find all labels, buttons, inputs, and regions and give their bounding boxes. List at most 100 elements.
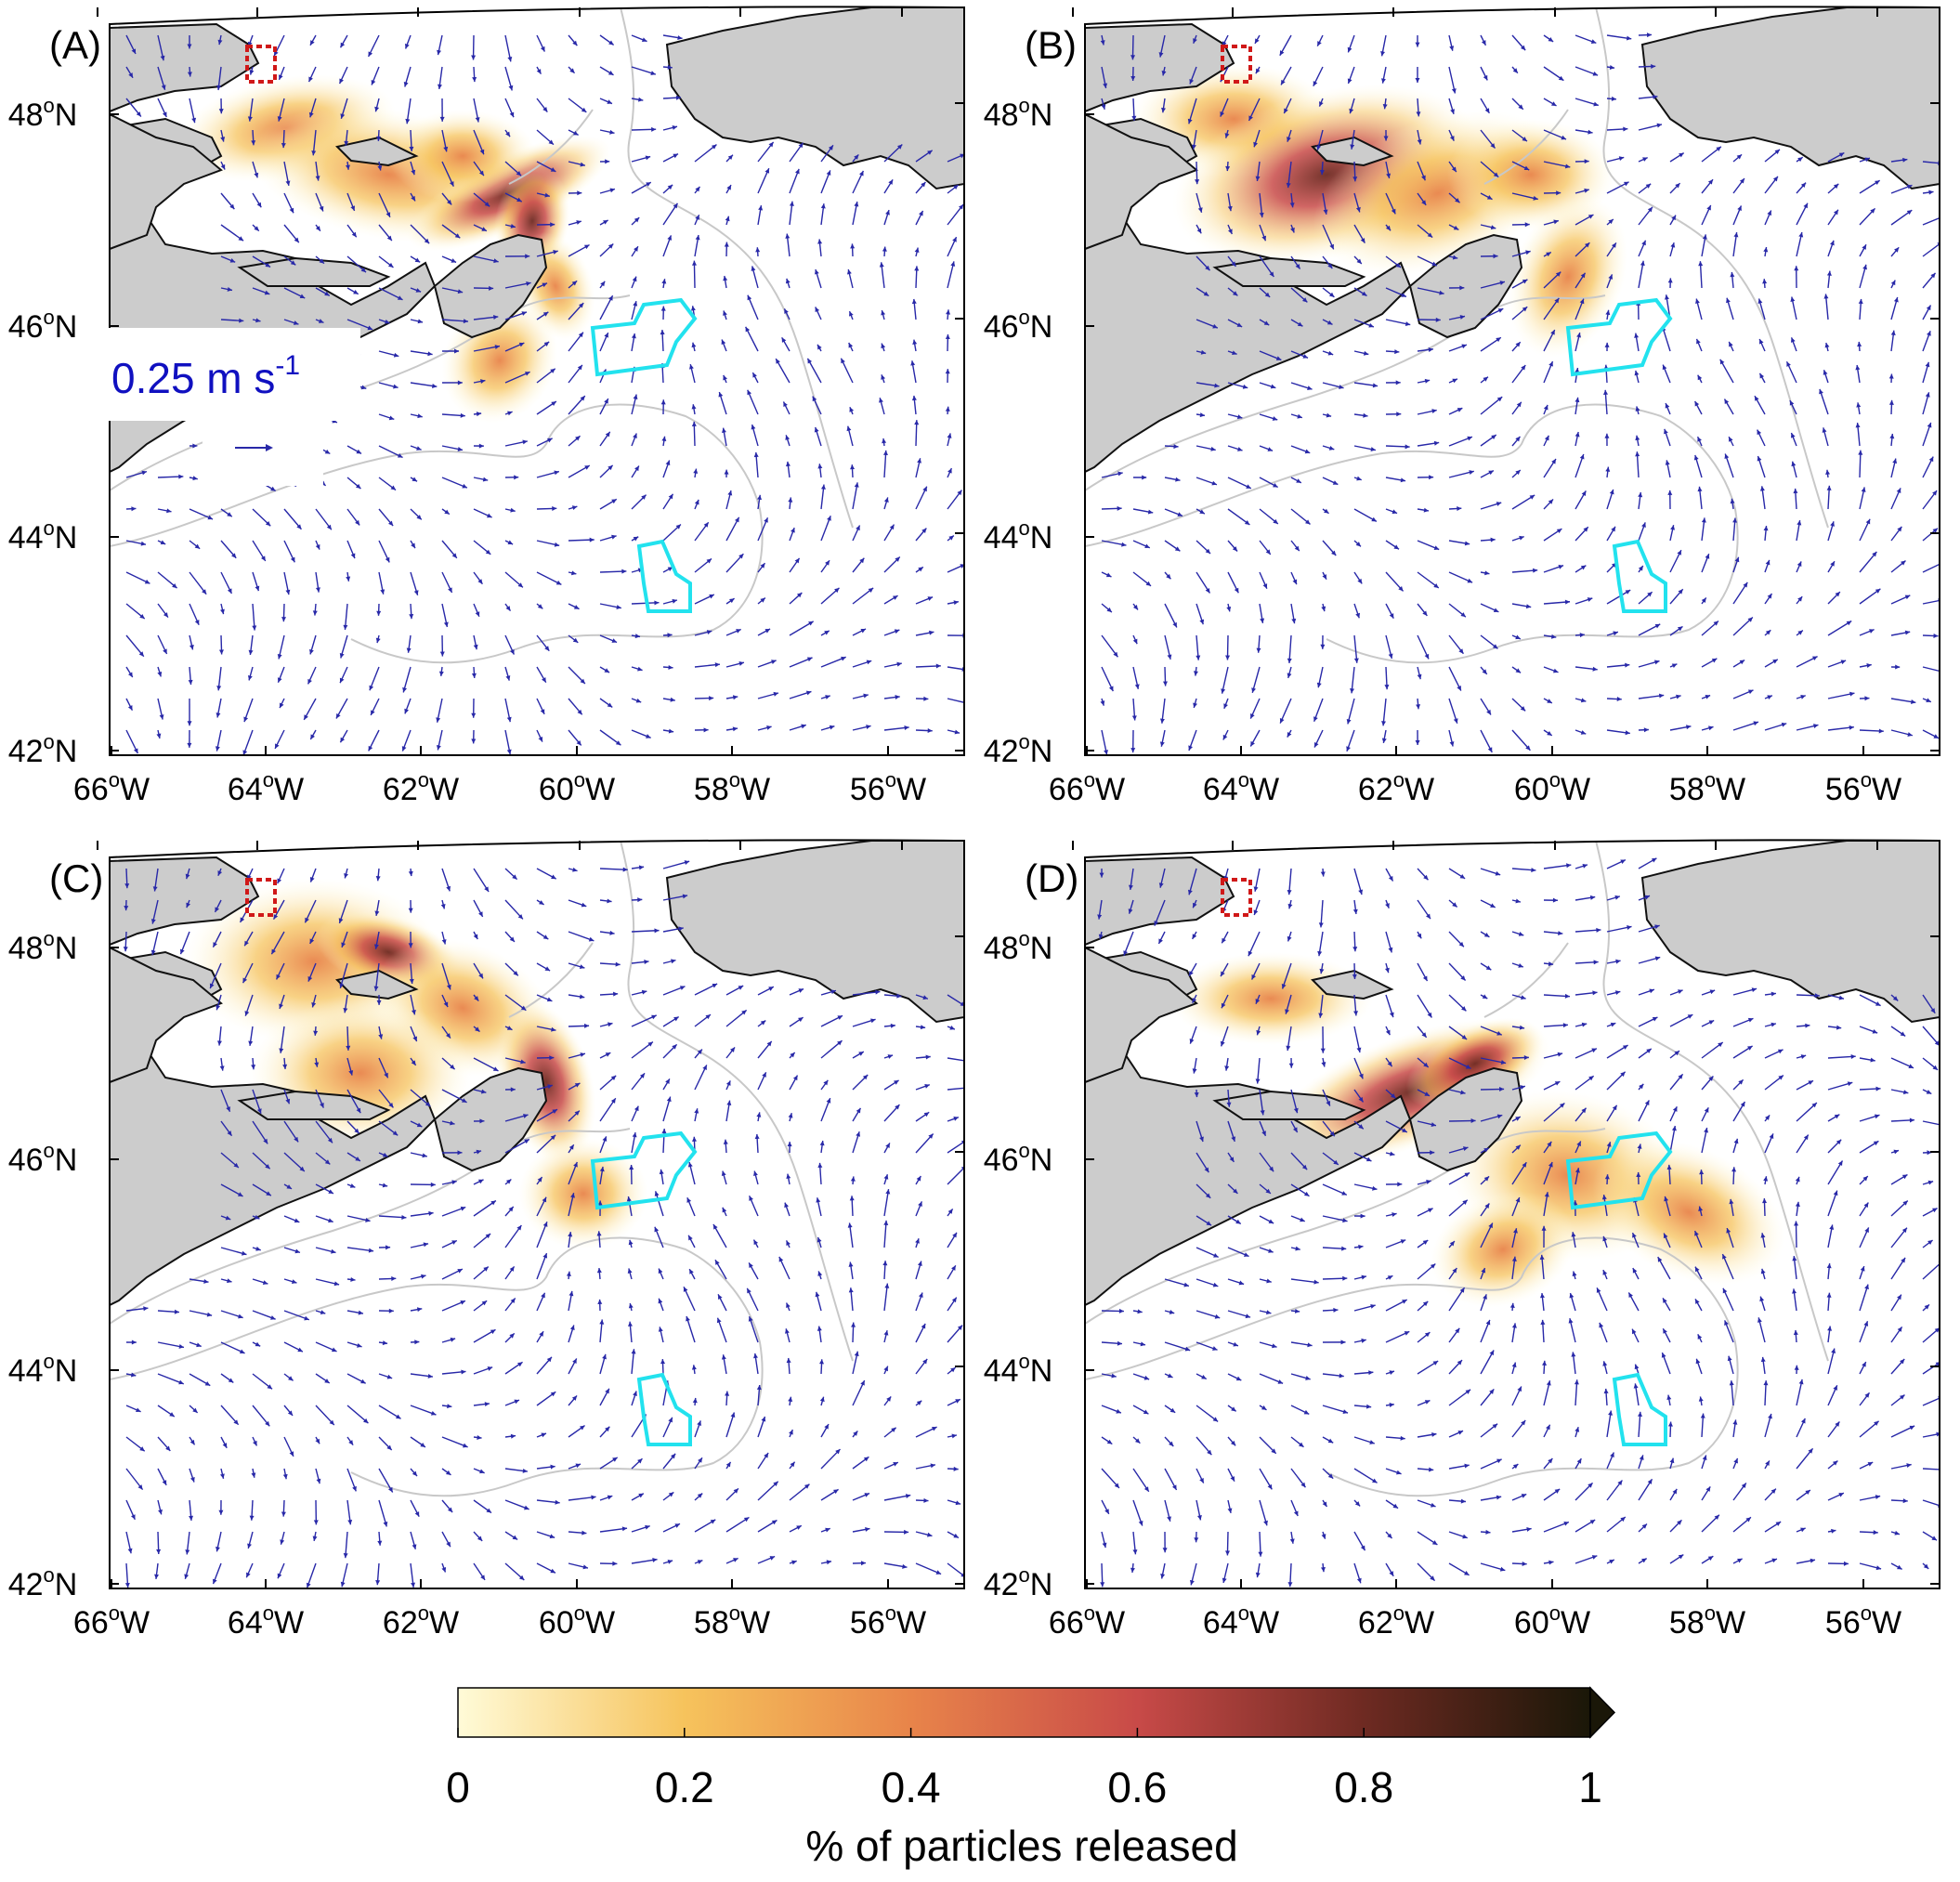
current-arrow-head	[573, 1162, 578, 1168]
current-arrow-head	[1657, 1257, 1663, 1262]
current-arrow-head	[220, 163, 226, 170]
current-arrow-head	[1404, 1331, 1410, 1336]
current-arrow-head	[1759, 372, 1765, 379]
current-arrow-head	[411, 169, 416, 176]
current-arrow-head	[691, 421, 697, 426]
current-arrow-head	[544, 966, 551, 972]
current-arrow-head	[885, 1189, 891, 1195]
current-arrow-head	[1166, 573, 1171, 580]
current-arrow-head	[219, 1065, 225, 1071]
current-arrow-head	[384, 1072, 388, 1078]
current-arrow-head	[864, 1493, 869, 1497]
current-arrow-head	[510, 648, 515, 655]
current-arrow-head	[444, 509, 450, 515]
current-arrow-head	[1355, 542, 1361, 547]
current-arrow-head	[413, 590, 419, 595]
current-arrow-head	[484, 202, 490, 207]
current-arrow-head	[896, 661, 902, 667]
current-arrow-head	[1416, 111, 1421, 117]
current-arrow-head	[1641, 240, 1646, 246]
current-arrow-head	[957, 1325, 963, 1330]
current-arrow-head	[1603, 1388, 1609, 1394]
current-arrow-head	[1521, 1419, 1526, 1426]
current-arrow-head	[851, 1322, 856, 1327]
current-arrow-head	[1497, 308, 1504, 313]
current-arrow-head	[639, 1073, 646, 1078]
current-arrow-head	[905, 1494, 911, 1499]
current-arrow-head	[769, 1556, 776, 1561]
current-arrow-head	[537, 1177, 542, 1183]
current-arrow-head	[411, 1060, 416, 1065]
current-arrow-head	[1272, 1343, 1277, 1349]
current-arrow-head	[866, 725, 871, 729]
current-arrow-head	[658, 1327, 663, 1332]
current-arrow-head	[911, 395, 917, 401]
current-arrow-head	[554, 542, 560, 547]
current-arrow-head	[280, 1539, 285, 1545]
current-arrow-head	[1319, 169, 1325, 176]
current-arrow-head	[1326, 1100, 1331, 1106]
current-vectors	[1097, 857, 1940, 1588]
current-arrow-head	[1424, 653, 1430, 660]
current-arrow-head	[1261, 1131, 1266, 1136]
current-arrow-head	[1140, 1341, 1145, 1347]
current-arrow-head	[457, 1269, 463, 1274]
current-arrow-head	[654, 600, 660, 606]
current-arrow-head	[1633, 1383, 1639, 1389]
current-arrow-head	[889, 524, 895, 530]
current-arrow-head	[471, 712, 477, 718]
current-arrow-head	[339, 677, 345, 684]
current-arrow-head	[1625, 662, 1630, 668]
current-arrow-head	[1588, 1483, 1593, 1488]
current-arrow-head	[575, 436, 581, 441]
current-arrow-head	[1678, 1074, 1683, 1079]
current-arrow-head	[814, 426, 819, 433]
current-arrow-head	[785, 278, 791, 284]
current-arrow-head	[524, 372, 530, 376]
current-arrow-head	[143, 1306, 149, 1312]
current-arrow-head	[494, 345, 501, 350]
current-arrow-head	[1661, 1353, 1666, 1358]
current-arrow-head	[677, 35, 683, 40]
current-arrow-head	[638, 97, 644, 102]
current-arrow-head	[1762, 1198, 1768, 1204]
current-arrow-head	[256, 202, 262, 208]
current-arrow-head	[1199, 619, 1205, 625]
current-arrow-head	[1564, 993, 1570, 999]
current-arrow-head	[1483, 376, 1488, 382]
current-vectors	[125, 34, 964, 755]
current-arrow-head	[955, 1500, 961, 1506]
current-arrow-head	[806, 657, 813, 662]
current-arrow-head	[443, 621, 449, 627]
current-arrow-head	[1248, 115, 1253, 121]
current-arrow-head	[666, 1096, 672, 1103]
current-arrow-head	[1353, 1011, 1359, 1016]
current-arrow-head	[604, 333, 608, 338]
current-arrow-head	[668, 664, 673, 670]
current-arrow-head	[710, 1519, 716, 1524]
current-arrow-head	[1233, 1341, 1238, 1347]
current-arrow-head	[1679, 152, 1684, 158]
current-arrow-head	[1611, 526, 1615, 532]
lat-tick-label: 42oN	[8, 730, 78, 769]
lon-tick-label: 64oW	[1203, 1601, 1279, 1640]
landmass	[665, 840, 964, 1024]
current-arrow-head	[1461, 344, 1467, 349]
current-arrow-head	[1518, 932, 1524, 936]
current-arrow-head	[1340, 1340, 1346, 1345]
current-arrow-head	[440, 903, 446, 909]
current-arrow-head	[1203, 291, 1209, 296]
current-arrow-head	[1606, 1142, 1612, 1147]
current-arrow-head	[1857, 341, 1862, 347]
current-arrow-head	[1579, 453, 1585, 460]
current-arrow-head	[1574, 1379, 1579, 1385]
current-arrow-head	[1211, 480, 1217, 486]
current-arrow-head	[247, 1543, 252, 1549]
current-arrow-head	[1654, 956, 1661, 961]
current-arrow-head	[1777, 1049, 1784, 1054]
current-arrow-head	[1370, 447, 1376, 452]
current-arrow-head	[1162, 681, 1168, 686]
current-arrow-head	[1564, 163, 1571, 169]
current-arrow-head	[1169, 1309, 1175, 1314]
